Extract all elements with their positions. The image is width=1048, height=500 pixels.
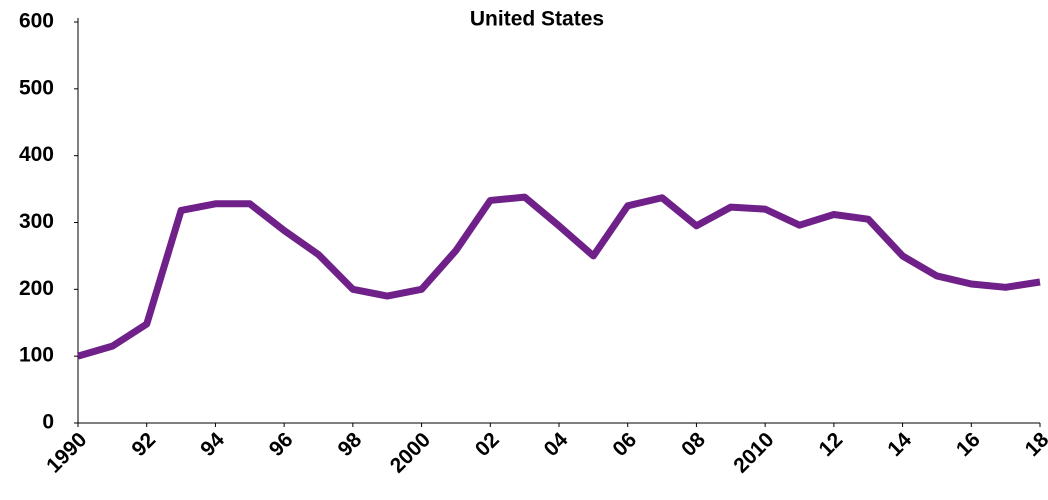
x-tick-label: 12 (815, 428, 848, 461)
y-tick-label: 500 (19, 76, 54, 99)
x-tick-label: 06 (608, 428, 641, 461)
x-tick-label: 04 (540, 428, 573, 461)
x-tick-label: 1990 (42, 428, 91, 477)
x-tick-label: 94 (196, 428, 229, 461)
y-tick-label: 100 (19, 344, 54, 367)
line (77, 193, 1041, 360)
x-tick-label: 08 (677, 428, 710, 461)
x-tick-label: 92 (127, 428, 160, 461)
x-tick-label: 98 (334, 428, 367, 461)
y-tick-label: 200 (19, 277, 54, 300)
x-tick-label: 14 (883, 428, 916, 461)
x-tick-label: 18 (1021, 428, 1048, 461)
y-tick-label: 400 (19, 143, 54, 166)
x-tick-label: 2010 (729, 428, 778, 477)
chart-title: United States (470, 8, 604, 31)
x-tick-label: 96 (265, 428, 298, 461)
x-tick-label: 16 (952, 428, 985, 461)
x-tick-label: 2000 (386, 428, 435, 477)
y-tick-label: 0 (42, 411, 54, 434)
y-tick-label: 300 (19, 210, 54, 233)
x-tick-label: 02 (471, 428, 504, 461)
y-tick-label: 600 (19, 10, 54, 33)
